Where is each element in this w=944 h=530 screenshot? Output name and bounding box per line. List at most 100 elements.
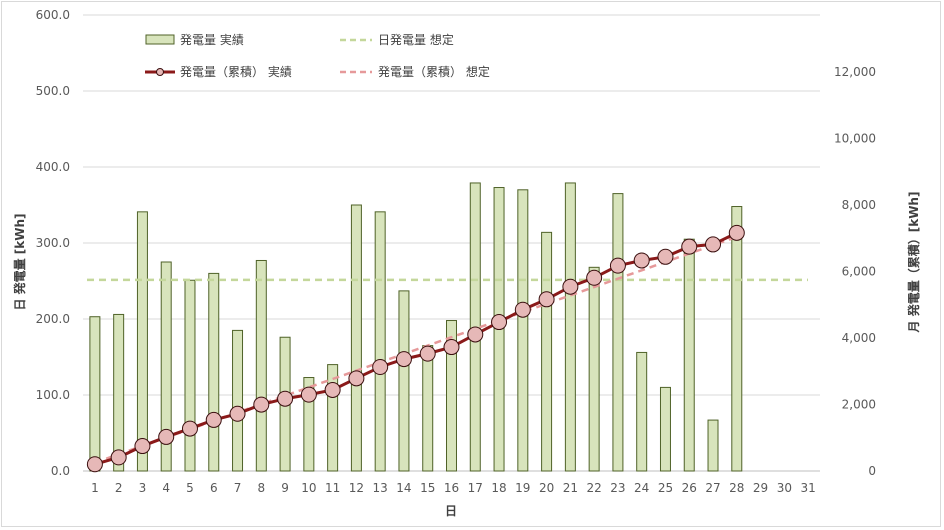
- cumulative-actual-point-day-16: [443, 339, 460, 356]
- cumulative-actual-point-day-24: [633, 252, 650, 269]
- legend-item-cumulative-target: 発電量（累積） 想定: [340, 64, 490, 79]
- x-axis-title: 日: [445, 504, 457, 518]
- x-tick-label: 15: [420, 481, 435, 495]
- x-tick-label: 19: [515, 481, 530, 495]
- cumulative-actual-point-day-9: [277, 390, 294, 407]
- y-left-tick-label: 500.0: [36, 84, 70, 98]
- y-right-tick-label: 10,000: [834, 131, 876, 145]
- legend-label-cumulative-target: 発電量（累積） 想定: [378, 64, 490, 79]
- cumulative-actual-point-day-21: [562, 278, 579, 295]
- bar-day-15: [422, 345, 434, 472]
- x-tick-label: 20: [539, 481, 554, 495]
- legend-item-cumulative-actual: 発電量（累積） 実績: [145, 64, 292, 79]
- y-left-tick-label: 100.0: [36, 388, 70, 402]
- bar-day-1: [89, 316, 101, 472]
- x-tick-label: 1: [91, 481, 99, 495]
- bar-day-5: [184, 279, 196, 472]
- cumulative-actual-point-day-12: [348, 370, 365, 387]
- bar-day-28: [731, 206, 743, 472]
- x-tick-label: 18: [491, 481, 506, 495]
- bar-day-8: [255, 259, 267, 472]
- bar-day-27: [707, 419, 719, 472]
- cumulative-actual-point-day-3: [134, 438, 151, 455]
- y-left-tick-label: 200.0: [36, 312, 70, 326]
- y-right-tick-label: 8,000: [842, 198, 876, 212]
- cumulative-actual-point-day-13: [372, 358, 389, 375]
- x-tick-label: 10: [301, 481, 316, 495]
- legend-swatch-cumulative-actual-marker: [156, 68, 164, 76]
- x-tick-label: 14: [396, 481, 411, 495]
- legend-swatch-bar: [145, 34, 175, 45]
- cumulative-actual-point-day-20: [538, 291, 555, 308]
- marker-series: [86, 224, 745, 473]
- x-tick-label: 21: [563, 481, 578, 495]
- legend-label-cumulative-actual: 発電量（累積） 実績: [180, 64, 292, 79]
- bar-day-26: [683, 238, 695, 472]
- bar-day-2: [113, 313, 125, 472]
- x-tick-label: 26: [682, 481, 697, 495]
- x-tick-label: 25: [658, 481, 673, 495]
- cumulative-actual-point-day-2: [110, 449, 127, 466]
- cumulative-actual-point-day-4: [158, 428, 175, 445]
- bar-day-16: [446, 320, 457, 472]
- cumulative-actual-point-day-10: [300, 386, 317, 403]
- cumulative-actual-line: [94, 231, 738, 466]
- cumulative-actual-point-day-19: [514, 301, 531, 318]
- x-tick-label: 3: [139, 481, 147, 495]
- x-tick-label: 30: [777, 481, 792, 495]
- x-tick-label: 24: [634, 481, 649, 495]
- bar-day-20: [541, 231, 553, 472]
- y-right-tick-label: 4,000: [842, 331, 876, 345]
- cumulative-actual-point-day-14: [395, 351, 412, 368]
- x-tick-label: 13: [373, 481, 388, 495]
- bar-series: [89, 182, 743, 472]
- legend-item-daily-target: 日発電量 想定: [340, 32, 454, 47]
- gridlines: [83, 14, 820, 472]
- legend-item-bar: 発電量 実績: [145, 32, 244, 47]
- bar-day-4: [160, 261, 172, 472]
- y-left-tick-label: 0.0: [51, 464, 70, 478]
- bar-day-21: [564, 182, 576, 472]
- y-left-axis-title: 日 発電量 [kWh]: [12, 213, 27, 310]
- cumulative-actual-point-day-6: [205, 411, 222, 428]
- bar-day-11: [327, 364, 339, 472]
- legend: 発電量 実績 日発電量 想定 発電量（累積） 実績 発電量（累積） 想定: [145, 32, 490, 79]
- cumulative-actual-point-day-25: [657, 248, 674, 265]
- cumulative-actual-point-day-27: [705, 236, 722, 253]
- bar-day-23: [612, 193, 624, 472]
- bar-day-10: [303, 377, 315, 472]
- legend-label-daily-target: 日発電量 想定: [378, 32, 454, 47]
- cumulative-actual-point-day-17: [467, 326, 484, 343]
- y-right-axis-title: 月 発電量（累積）[kWh]: [906, 192, 921, 334]
- x-tick-label: 8: [257, 481, 265, 495]
- x-tick-label: 2: [115, 481, 123, 495]
- cumulative-actual-point-day-26: [681, 238, 698, 255]
- bar-day-25: [659, 386, 671, 472]
- cumulative-actual-point-day-11: [324, 381, 341, 398]
- x-tick-label: 23: [610, 481, 625, 495]
- x-tick-label: 31: [800, 481, 815, 495]
- axes: 0.0 100.0 200.0 300.0 400.0 500.0 600.0 0 2,000 4…: [36, 8, 876, 495]
- bar-day-19: [517, 189, 529, 472]
- x-tick-label: 29: [753, 481, 768, 495]
- line-series: [87, 231, 808, 466]
- cumulative-actual-point-day-8: [253, 396, 270, 413]
- y-right-tick-label: 12,000: [834, 65, 876, 79]
- x-tick-label: 22: [587, 481, 602, 495]
- x-tick-label: 6: [210, 481, 218, 495]
- y-left-tick-label: 600.0: [36, 8, 70, 22]
- bar-day-12: [350, 204, 362, 472]
- y-right-tick-label: 2,000: [842, 397, 876, 411]
- cumulative-actual-point-day-23: [609, 257, 626, 274]
- bar-day-13: [374, 211, 386, 472]
- cumulative-actual-point-day-28: [728, 224, 745, 241]
- bar-day-3: [136, 211, 148, 472]
- legend-label-bar: 発電量 実績: [180, 32, 244, 47]
- y-right-tick-label: 0: [868, 464, 876, 478]
- y-left-tick-label: 400.0: [36, 160, 70, 174]
- x-tick-label: 17: [468, 481, 483, 495]
- bar-day-22: [588, 266, 600, 472]
- cumulative-actual-point-day-22: [586, 269, 603, 286]
- bar-day-14: [398, 290, 410, 472]
